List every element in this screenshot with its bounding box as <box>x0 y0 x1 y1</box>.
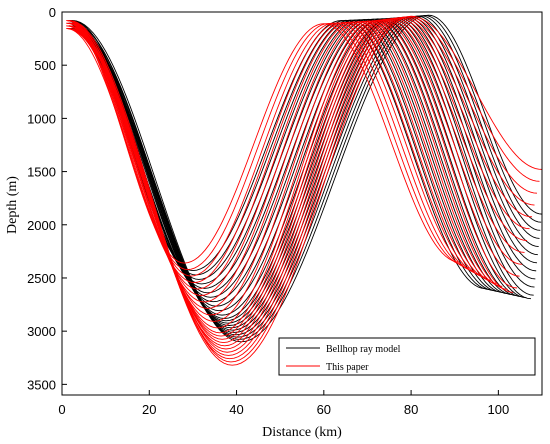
plot-frame <box>61 11 543 396</box>
y-tick-label: 0 <box>49 5 56 20</box>
legend-label-bellhop: Bellhop ray model <box>326 344 401 355</box>
bellhop-ray-line <box>68 14 542 343</box>
y-tick-label: 2000 <box>27 218 56 233</box>
this-paper-ray-line <box>67 19 523 340</box>
this-paper-ray-line <box>66 22 476 283</box>
y-tick-label: 3000 <box>27 324 56 339</box>
bellhop-ray-line <box>68 16 538 329</box>
this-paper-ray-line <box>66 18 528 347</box>
bellhop-ray-line <box>68 18 527 312</box>
bellhop-ray-line <box>70 17 536 324</box>
bellhop-ray-line <box>71 15 542 340</box>
x-tick-label: 0 <box>58 402 65 417</box>
y-tick-label: 1500 <box>27 165 56 180</box>
ray-paths <box>66 14 542 366</box>
y-tick-label: 1000 <box>27 111 56 126</box>
this-paper-ray-line <box>66 21 492 303</box>
this-paper-ray-line <box>67 17 530 350</box>
y-tick-label: 2500 <box>27 271 56 286</box>
x-tick-label: 40 <box>229 402 243 417</box>
x-tick-label: 60 <box>317 402 331 417</box>
this-paper-ray-line <box>66 15 542 366</box>
this-paper-ray-line <box>66 20 460 264</box>
x-tick-label: 20 <box>142 402 156 417</box>
this-paper-ray-line <box>69 16 540 363</box>
this-paper-ray-line <box>67 16 538 360</box>
y-tick-label: 500 <box>34 58 56 73</box>
legend-label-this-paper: This paper <box>326 362 369 373</box>
legend: Bellhop ray model This paper <box>278 337 536 376</box>
this-paper-ray-line <box>67 21 497 309</box>
x-axis-title: Distance (km) <box>262 425 342 440</box>
y-axis-title: Depth (m) <box>5 176 20 234</box>
bellhop-ray-line <box>70 15 541 338</box>
x-tick-label: 100 <box>488 402 510 417</box>
this-paper-ray-line <box>69 17 533 353</box>
y-axis-ticks: 0 500 1000 1500 2000 2500 3000 3500 <box>27 5 67 392</box>
y-tick-label: 3500 <box>27 377 56 392</box>
this-paper-ray-line <box>69 22 470 277</box>
this-paper-ray-line <box>66 20 508 322</box>
x-tick-label: 80 <box>404 402 418 417</box>
x-axis-ticks: 0 20 40 60 80 100 <box>58 390 509 417</box>
legend-box <box>278 337 536 376</box>
